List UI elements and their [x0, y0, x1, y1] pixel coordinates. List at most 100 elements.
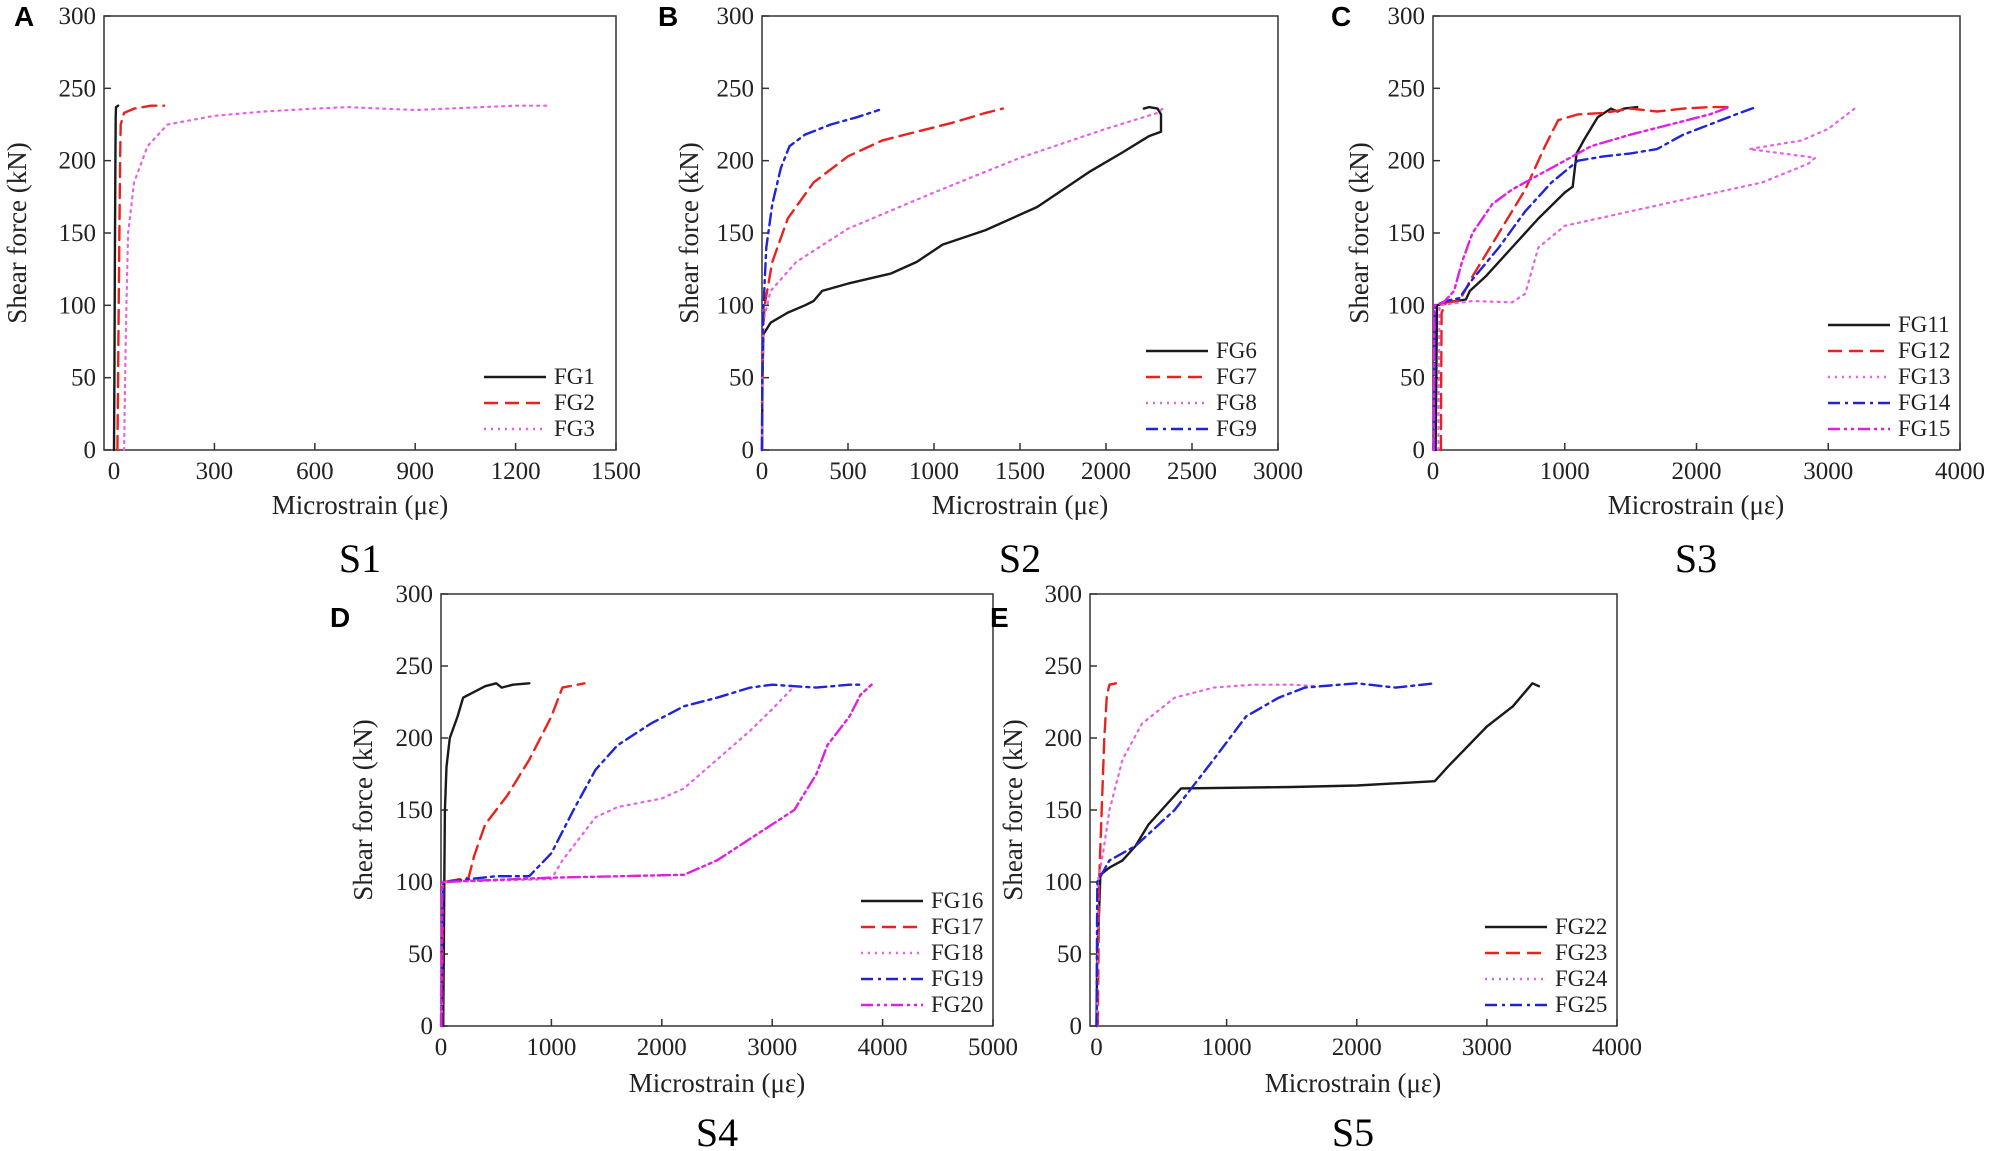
legend-label: FG25 [1555, 992, 1607, 1017]
plot-frame [1432, 15, 1961, 451]
y-tick-label: 150 [396, 797, 434, 824]
legend-label: FG15 [1898, 416, 1950, 441]
legend-label: FG2 [554, 390, 595, 415]
plot-frame [103, 15, 617, 451]
x-tick-label: 1200 [491, 458, 541, 485]
legend-label: FG6 [1216, 338, 1257, 363]
x-tick-label: 2000 [637, 1034, 687, 1061]
x-tick-label: 600 [296, 458, 334, 485]
series-line-fg22 [1095, 682, 1541, 1028]
x-axis-label: Microstrain (με) [1265, 1068, 1442, 1098]
legend-label: FG13 [1898, 364, 1950, 389]
y-tick-label: 50 [1400, 365, 1425, 392]
panel-letter: D [330, 602, 350, 633]
y-tick-label: 100 [1045, 869, 1083, 896]
x-tick-label: 3000 [747, 1034, 797, 1061]
series-line-fg16 [442, 682, 531, 1028]
x-tick-label: 5000 [968, 1034, 1018, 1061]
series-line-fg18 [440, 685, 796, 1028]
legend-label: FG16 [931, 888, 983, 913]
y-axis-label: Shear force (kN) [348, 719, 378, 900]
y-tick-label: 300 [1045, 581, 1083, 608]
panel-a: A 0 50 100 150 200 250 300 0 300 600 900 1200 1500 S… [2, 1, 641, 581]
legend-label: FG24 [1555, 966, 1608, 991]
series-line-fg25 [1095, 682, 1436, 1028]
x-tick-label: 2000 [1081, 458, 1131, 485]
y-tick-label: 0 [1413, 437, 1426, 464]
y-tick-label: 100 [396, 869, 434, 896]
legend-label: FG19 [931, 966, 983, 991]
series-line-fg24 [1096, 683, 1319, 1028]
legend-label: FG1 [554, 364, 595, 389]
x-tick-label: 0 [1090, 1034, 1103, 1061]
x-tick-label: 3000 [1462, 1034, 1512, 1061]
y-tick-label: 300 [1388, 3, 1426, 30]
series-line-fg6 [760, 105, 1163, 452]
x-tick-label: 500 [829, 458, 867, 485]
y-tick-label: 250 [1388, 75, 1426, 102]
y-tick-label: 50 [71, 365, 96, 392]
x-tick-label: 1000 [909, 458, 959, 485]
x-tick-label: 0 [1427, 458, 1440, 485]
y-tick-label: 250 [59, 75, 97, 102]
x-tick-label: 0 [435, 1034, 448, 1061]
legend-label: FG3 [554, 416, 595, 441]
series-group [112, 104, 551, 452]
legend-label: FG11 [1898, 312, 1950, 337]
series-line-fg1 [112, 104, 120, 452]
series-line-fg9 [760, 108, 881, 452]
x-tick-label: 0 [108, 458, 121, 485]
y-tick-label: 0 [742, 437, 755, 464]
panel-letter: C [1331, 1, 1351, 32]
y-tick-label: 50 [408, 941, 433, 968]
legend-label: FG23 [1555, 940, 1607, 965]
x-axis-label: Microstrain (με) [272, 490, 449, 520]
x-tick-label: 4000 [1592, 1034, 1642, 1061]
series-line-fg17 [440, 682, 586, 1028]
y-tick-label: 300 [717, 3, 755, 30]
series-line-fg12 [1439, 105, 1731, 452]
series-line-fg19 [440, 683, 862, 1028]
y-tick-label: 300 [396, 581, 434, 608]
x-tick-label: 4000 [1935, 458, 1985, 485]
panel-caption: S4 [696, 1110, 738, 1151]
y-tick-label: 0 [84, 437, 97, 464]
series-line-fg11 [1434, 105, 1639, 452]
panel-caption: S3 [1675, 536, 1717, 581]
x-tick-label: 1000 [1202, 1034, 1252, 1061]
y-tick-label: 0 [421, 1013, 434, 1040]
y-tick-label: 250 [396, 653, 434, 680]
y-tick-label: 150 [59, 220, 97, 247]
series-group [760, 105, 1164, 452]
y-tick-label: 200 [396, 725, 434, 752]
y-tick-label: 300 [59, 3, 97, 30]
y-tick-label: 200 [1388, 148, 1426, 175]
x-tick-label: 2000 [1672, 458, 1722, 485]
panel-letter: B [658, 1, 678, 32]
series-line-fg20 [439, 683, 873, 1028]
y-tick-label: 200 [1045, 725, 1083, 752]
series-line-fg2 [116, 104, 166, 452]
plot-frame [1089, 593, 1618, 1027]
series-group [1432, 105, 1856, 452]
y-axis-label: Shear force (kN) [2, 142, 32, 323]
y-tick-label: 100 [1388, 292, 1426, 319]
legend-label: FG7 [1216, 364, 1257, 389]
legend-label: FG14 [1898, 390, 1951, 415]
x-tick-label: 1000 [1540, 458, 1590, 485]
x-tick-label: 2000 [1332, 1034, 1382, 1061]
x-axis-label: Microstrain (με) [932, 490, 1109, 520]
y-axis-label: Shear force (kN) [998, 719, 1028, 900]
y-tick-label: 150 [717, 220, 755, 247]
x-tick-label: 1500 [995, 458, 1045, 485]
y-tick-label: 200 [59, 148, 97, 175]
x-tick-label: 1000 [526, 1034, 576, 1061]
panel-letter: A [14, 1, 34, 32]
